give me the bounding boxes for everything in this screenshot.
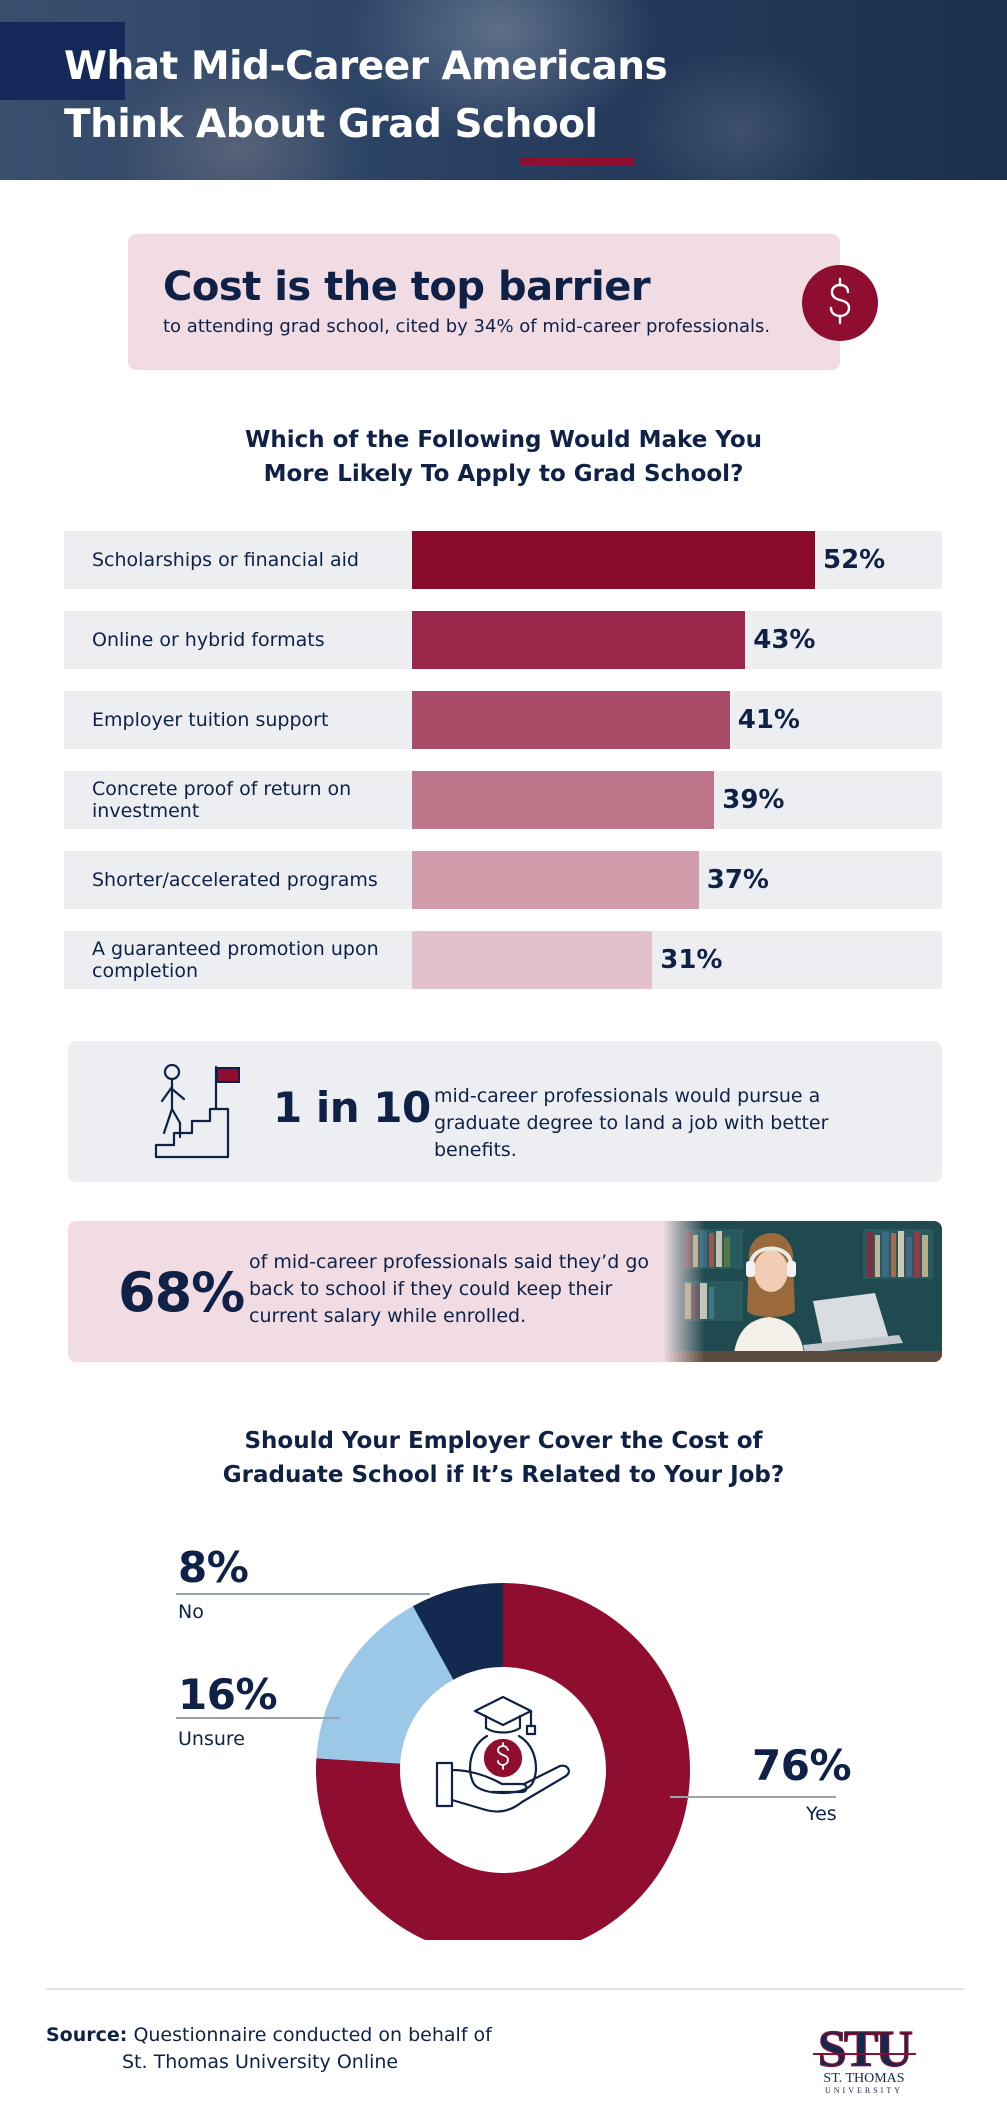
bar-row: Online or hybrid formats 43% — [64, 611, 942, 669]
donut-chart-title-line-2: Graduate School if It’s Related to Your … — [222, 1462, 785, 1488]
donut-chart-title-line-1: Should Your Employer Cover the Cost of — [244, 1428, 763, 1454]
bar-value-label: 31% — [660, 945, 723, 975]
footer-divider — [46, 1988, 964, 1990]
bar-fill — [412, 691, 730, 749]
one-in-ten-stat-box: 1 in 10 mid-career professionals would p… — [68, 1041, 942, 1182]
donut-chart-title: Should Your Employer Cover the Cost of G… — [150, 1424, 857, 1492]
page-title: What Mid-Career Americans Think About Gr… — [64, 38, 764, 154]
bar-category-label: Employer tuition support — [92, 709, 329, 731]
title-underline — [520, 157, 634, 165]
svg-text:UNIVERSITY: UNIVERSITY — [825, 2086, 903, 2095]
svg-text:ST. THOMAS: ST. THOMAS — [823, 2071, 904, 2086]
donut-slice-yes — [316, 1583, 690, 1940]
bar-chart-title-line-2: More Likely To Apply to Grad School? — [263, 461, 744, 487]
donut-label-yes-percent: 76% — [752, 1741, 852, 1790]
bar-row: Shorter/accelerated programs 37% — [64, 851, 942, 909]
donut-label-no: No — [178, 1601, 204, 1623]
bar-chart-title: Which of the Following Would Make You Mo… — [150, 423, 857, 491]
cost-barrier-callout: Cost is the top barrier to attending gra… — [128, 234, 840, 370]
bar-category-label: Concrete proof of return on investment — [92, 778, 352, 822]
donut-slice-unsure — [316, 1606, 455, 1765]
student-with-laptop-photo — [663, 1221, 942, 1362]
donut-slice-no — [412, 1583, 505, 1681]
one-in-ten-value: 1 in 10 — [273, 1083, 431, 1132]
cost-barrier-headline: Cost is the top barrier — [163, 264, 651, 310]
bar-fill — [412, 771, 715, 829]
dollar-sign-icon — [802, 265, 878, 341]
one-in-ten-text: mid-career professionals would pursue a … — [434, 1085, 829, 1161]
header-accent-block — [0, 22, 125, 100]
bar-value-label: 41% — [737, 705, 800, 735]
person-climbing-stairs-flag-icon — [154, 1063, 240, 1159]
donut-label-unsure: Unsure — [178, 1728, 245, 1750]
bar-category-label: Shorter/accelerated programs — [92, 869, 378, 891]
svg-text:STU: STU — [818, 2021, 913, 2078]
bar-chart-title-line-1: Which of the Following Would Make You — [244, 427, 763, 453]
donut-chart — [176, 1583, 836, 1940]
bar-category-label: Online or hybrid formats — [92, 629, 325, 651]
source-note: Source: Questionnaire conducted on behal… — [46, 2022, 492, 2076]
source-line-1: Questionnaire conducted on behalf of — [133, 2024, 492, 2046]
bar-value-label: 43% — [753, 625, 816, 655]
hand-holding-money-bag-graduation-cap-icon — [435, 1695, 570, 1813]
bar-value-label: 52% — [823, 545, 886, 575]
bar-row: A guaranteed promotion upon completion 31… — [64, 931, 942, 989]
donut-label-yes: Yes — [806, 1803, 837, 1825]
bar-fill — [412, 931, 653, 989]
salary-stat-text: of mid-career professionals said they’d … — [249, 1251, 650, 1327]
st-thomas-university-logo: STU ST. THOMAS UNIVERSITY — [813, 2020, 916, 2095]
bar-category-label: Scholarships or financial aid — [92, 549, 359, 571]
bar-row: Concrete proof of return on investment 39… — [64, 771, 942, 829]
salary-stat-value: 68% — [118, 1261, 245, 1324]
header-banner: What Mid-Career Americans Think About Gr… — [0, 0, 1007, 180]
bar-fill — [412, 851, 699, 909]
bar-fill — [412, 531, 815, 589]
source-line-2: St. Thomas University Online — [122, 2051, 399, 2073]
header-background-photo — [0, 0, 1007, 180]
bar-fill — [412, 611, 746, 669]
donut-label-unsure-percent: 16% — [178, 1670, 278, 1719]
page-title-line-2: Think About Grad School — [64, 102, 598, 147]
page-title-line-1: What Mid-Career Americans — [64, 44, 668, 89]
cost-barrier-detail: to attending grad school, cited by 34% o… — [163, 316, 771, 337]
salary-stat-box: 68% of mid-career professionals said the… — [68, 1221, 942, 1362]
bar-value-label: 39% — [722, 785, 785, 815]
bar-row: Employer tuition support 41% — [64, 691, 942, 749]
bar-row: Scholarships or financial aid 52% — [64, 531, 942, 589]
bar-value-label: 37% — [706, 865, 769, 895]
donut-label-no-percent: 8% — [178, 1543, 249, 1592]
source-label: Source: — [46, 2024, 128, 2046]
bar-category-label: A guaranteed promotion upon completion — [92, 938, 379, 982]
